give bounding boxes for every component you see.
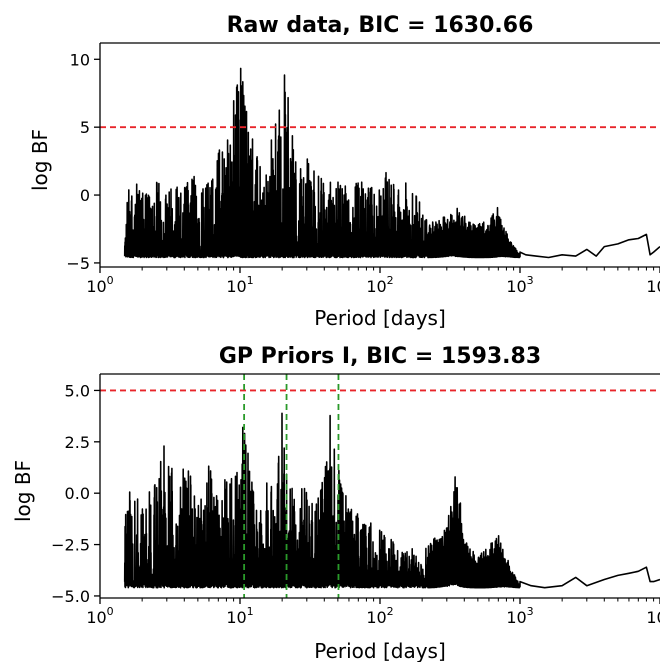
top-x-tick-label: 100 xyxy=(86,274,113,296)
top-x-tick-label: 101 xyxy=(226,274,253,296)
bottom-x-tick-label: 101 xyxy=(226,605,253,627)
bottom-plot-area xyxy=(100,374,660,598)
bottom-y-tick-label: 5.0 xyxy=(65,381,90,400)
bottom-panel: GP Priors I, BIC = 1593.83 Period [days]… xyxy=(11,344,660,662)
top-x-tick-label: 102 xyxy=(366,274,393,296)
top-y-tick-label: 0 xyxy=(80,186,90,205)
top-series-line xyxy=(123,67,660,259)
top-panel: Raw data, BIC = 1630.66 Period [days] lo… xyxy=(28,13,660,330)
bottom-x-tick-label: 102 xyxy=(366,605,393,627)
top-y-tick-label: 10 xyxy=(70,50,90,69)
bottom-x-tick-label: 103 xyxy=(506,605,533,627)
top-plot-area xyxy=(100,67,660,259)
top-y-tick-label: 5 xyxy=(80,118,90,137)
top-x-tick-label: 103 xyxy=(506,274,533,296)
bottom-y-tick-label: 2.5 xyxy=(65,433,90,452)
top-x-axis-label: Period [days] xyxy=(314,306,446,330)
bottom-chart-title: GP Priors I, BIC = 1593.83 xyxy=(219,344,541,369)
bottom-y-axis-label: log BF xyxy=(11,460,35,522)
top-y-axis-label: log BF xyxy=(28,129,52,191)
bottom-y-tick-label: −2.5 xyxy=(51,536,90,555)
top-y-tick-label: −5 xyxy=(66,254,90,273)
bottom-series-line xyxy=(123,412,660,589)
bottom-x-tick-label: 104 xyxy=(646,605,660,627)
top-chart-title: Raw data, BIC = 1630.66 xyxy=(227,13,534,38)
bottom-y-tick-label: 0.0 xyxy=(65,484,90,503)
bottom-x-axis-label: Period [days] xyxy=(314,639,446,662)
top-x-tick-label: 104 xyxy=(646,274,660,296)
bottom-x-tick-label: 100 xyxy=(86,605,113,627)
bottom-y-tick-label: −5.0 xyxy=(51,587,90,606)
